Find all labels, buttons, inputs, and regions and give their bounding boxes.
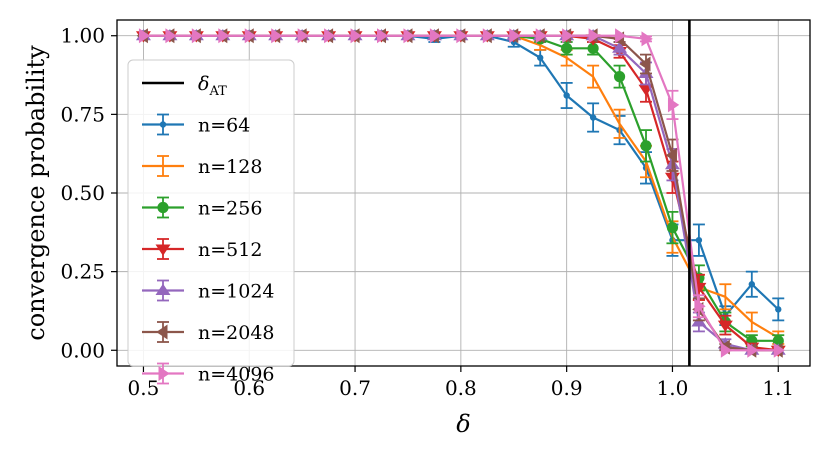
y-axis-label: convergence probability — [22, 45, 50, 341]
legend-entry-n=256: n=256 — [142, 196, 262, 220]
data-point — [695, 236, 703, 244]
data-point — [748, 281, 756, 288]
data-point — [159, 121, 167, 128]
legend-label: n=4096 — [198, 364, 275, 386]
legend-label: n=64 — [198, 115, 250, 137]
data-point — [666, 222, 679, 234]
data-point — [244, 28, 257, 44]
legend-entry-n=4096: n=4096 — [142, 362, 275, 386]
data-point — [615, 28, 627, 44]
data-point — [509, 28, 521, 44]
data-point — [588, 28, 600, 44]
data-point — [535, 28, 547, 44]
data-point — [694, 298, 706, 314]
y-tick-label: 1.00 — [60, 24, 105, 48]
data-point — [640, 140, 652, 152]
data-point — [612, 41, 628, 53]
data-point — [482, 28, 495, 44]
data-point — [297, 28, 309, 44]
data-point — [537, 54, 544, 61]
legend-entry-n=64: n=64 — [142, 113, 250, 137]
data-point — [772, 335, 784, 347]
y-tick-label: 0.25 — [60, 260, 105, 284]
data-point — [665, 147, 677, 163]
series-n=4096 — [138, 28, 786, 358]
x-tick-label: 1.1 — [762, 376, 794, 400]
data-point — [563, 92, 570, 99]
data-point — [324, 28, 336, 44]
data-point — [156, 324, 168, 340]
legend-entry-n=1024: n=1024 — [142, 279, 275, 303]
legend-entry-n=128: n=128 — [142, 155, 262, 178]
data-point — [720, 342, 733, 358]
data-point — [403, 28, 415, 44]
data-point — [157, 201, 169, 214]
data-point — [639, 56, 651, 72]
data-point — [429, 28, 442, 44]
x-tick-label: 0.8 — [445, 376, 477, 400]
legend: δAT n=64 n=128 n=256 n=512 n=1024 n=2048 n=4096 — [127, 59, 295, 386]
y-tick-label: 0.75 — [60, 102, 105, 126]
data-point — [218, 28, 230, 44]
data-point — [773, 342, 786, 358]
data-point — [561, 42, 573, 54]
x-tick-label: 0.7 — [339, 376, 371, 400]
legend-label: n=128 — [198, 156, 262, 178]
legend-label-delta-subscript: AT — [208, 84, 227, 99]
data-point — [747, 342, 759, 358]
legend-label-delta-symbol: δ — [198, 73, 209, 95]
ticks-layer: 0.5 0.6 0.7 0.8 0.9 1.0 1.1 0.00 0.25 0.50 0.75 1.0… — [60, 24, 794, 400]
data-point — [191, 28, 204, 44]
x-tick-label: 0.9 — [551, 376, 583, 400]
legend-entry-n=2048: n=2048 — [142, 321, 275, 344]
legend-label: n=512 — [198, 239, 262, 261]
data-point — [377, 28, 389, 44]
data-point — [717, 320, 733, 332]
legend-label-delta-at: δAT — [198, 73, 227, 99]
data-point — [613, 71, 626, 83]
legend-entry-n=512: n=512 — [142, 238, 262, 261]
series-layer — [135, 28, 786, 358]
data-point — [587, 42, 599, 54]
data-point — [641, 31, 653, 47]
legend-label: n=1024 — [198, 281, 275, 303]
x-tick-label: 0.6 — [233, 376, 265, 400]
data-point — [271, 28, 283, 44]
data-point — [350, 28, 362, 44]
data-point — [456, 28, 468, 44]
data-point — [775, 306, 782, 313]
y-tick-label: 0.50 — [60, 181, 105, 205]
y-tick-label: 0.00 — [60, 338, 105, 362]
x-tick-label: 1.0 — [657, 376, 689, 400]
x-axis-label: δ — [456, 410, 470, 438]
data-point — [589, 114, 597, 121]
data-point — [158, 366, 170, 381]
data-point — [138, 28, 151, 44]
legend-label: n=256 — [198, 198, 262, 220]
data-point — [155, 244, 171, 256]
data-point — [155, 283, 171, 295]
x-tick-label: 0.5 — [128, 376, 160, 400]
legend-label: n=2048 — [198, 322, 275, 344]
data-point — [667, 97, 680, 113]
data-point — [562, 28, 574, 44]
data-point — [165, 28, 177, 44]
